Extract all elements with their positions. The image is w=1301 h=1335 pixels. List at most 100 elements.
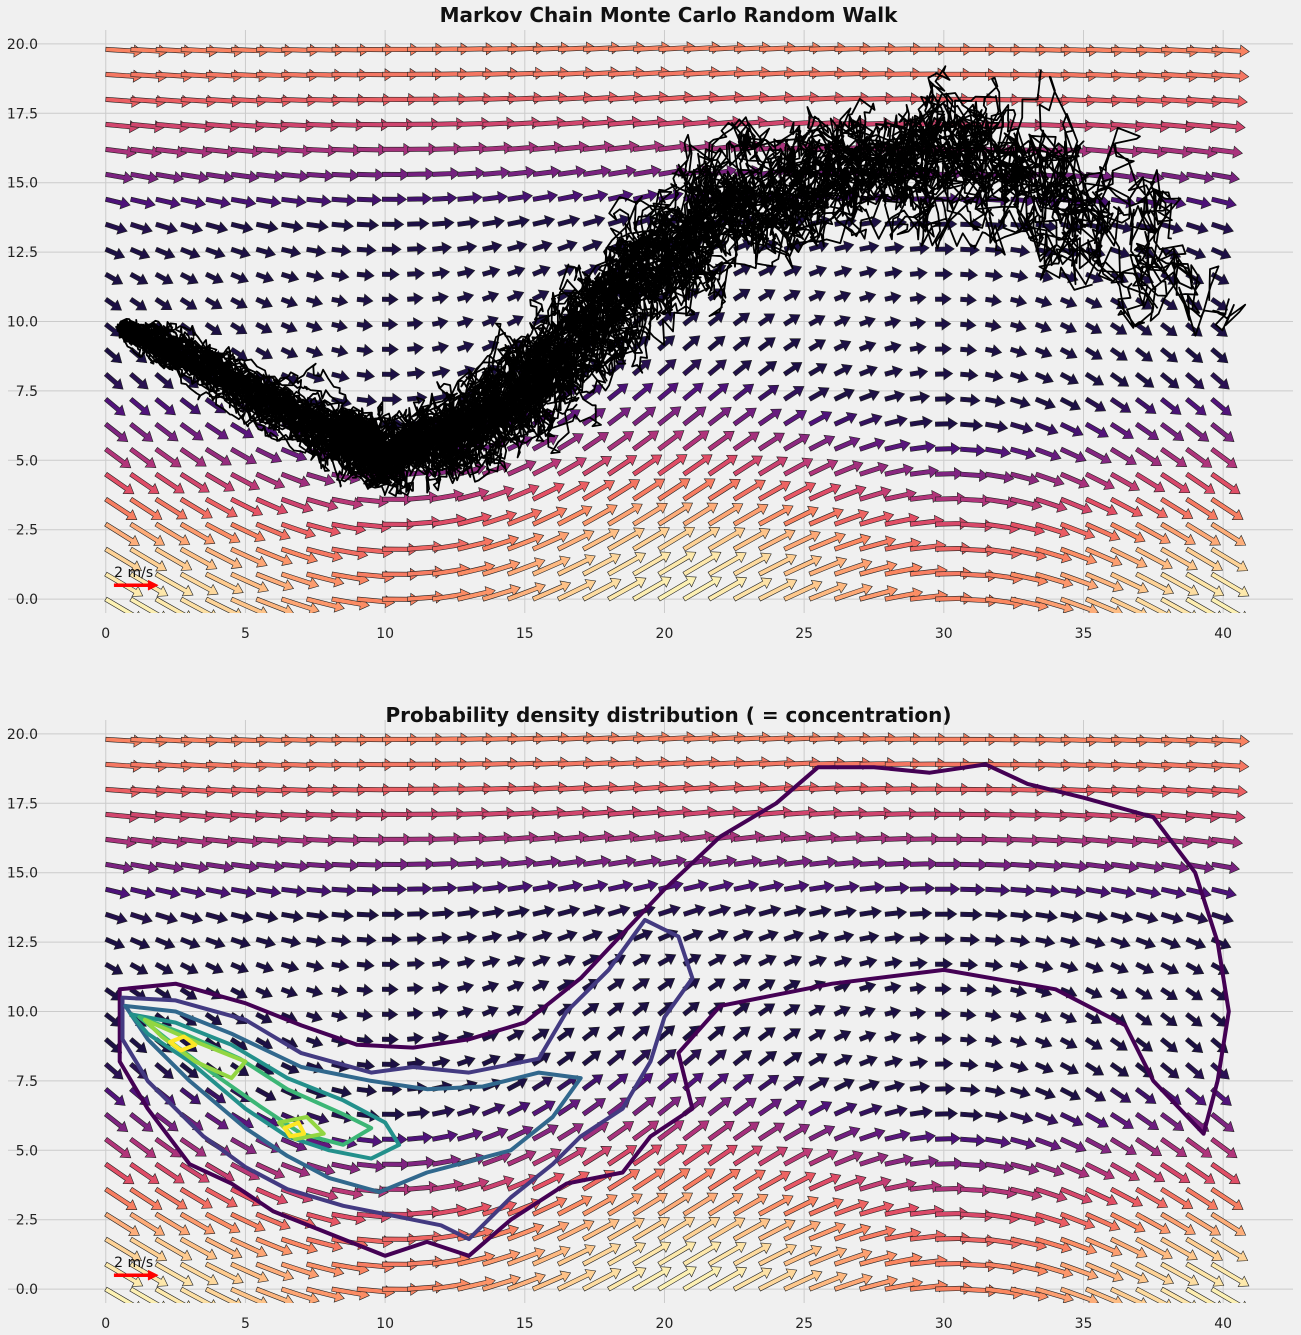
quiver-arrow xyxy=(407,142,439,156)
quiver-arrow xyxy=(180,221,204,235)
x-tick-label: 5 xyxy=(241,1316,250,1332)
quiver-arrow xyxy=(104,496,138,521)
quiver-arrow xyxy=(682,358,702,377)
quiver-arrow xyxy=(280,571,320,590)
quiver-arrow xyxy=(204,546,243,569)
quiver-arrow xyxy=(105,120,140,134)
quiver-arrow xyxy=(406,342,424,356)
quiver-arrow xyxy=(481,559,521,577)
quiver-arrow xyxy=(757,480,791,502)
quiver-arrow xyxy=(129,221,153,235)
quiver-arrow xyxy=(707,502,744,527)
quiver-arrow xyxy=(381,517,417,532)
quiver-arrow xyxy=(356,68,395,82)
quiver-arrow xyxy=(407,267,425,281)
quiver-arrow xyxy=(707,454,738,477)
quiver-arrow xyxy=(103,372,124,390)
quiver-arrow xyxy=(556,480,590,502)
quiver-arrow xyxy=(104,422,129,443)
quiver-arrow xyxy=(682,526,721,552)
quiver-arrow xyxy=(230,446,258,465)
quiver-arrow xyxy=(432,167,461,181)
quiver-arrow xyxy=(783,505,819,527)
quiver-arrow xyxy=(331,118,366,132)
y-tick-label: 2.5 xyxy=(16,1213,38,1229)
density-title: Probability density distribution ( = con… xyxy=(386,703,952,727)
quiver-arrow xyxy=(204,446,232,466)
quiver-arrow xyxy=(657,551,697,577)
x-tick-label: 0 xyxy=(101,1316,110,1332)
y-tick-label: 7.5 xyxy=(16,1074,38,1090)
quiver-arrow xyxy=(657,335,676,352)
quiver-arrow xyxy=(557,239,578,252)
quiver-arrow xyxy=(331,143,363,157)
quiver-arrow xyxy=(481,534,520,552)
quiver-arrow xyxy=(281,169,310,183)
quiver-arrow xyxy=(305,320,323,333)
quiver-arrow xyxy=(757,504,794,527)
quiver-arrow xyxy=(129,372,149,390)
quiver-arrow xyxy=(129,496,163,520)
quiver-arrow xyxy=(632,164,662,178)
quiver-arrow xyxy=(231,119,266,133)
quiver-arrow xyxy=(432,191,458,205)
quiver-arrow xyxy=(154,471,185,494)
y-tick-label: 17.5 xyxy=(7,796,38,812)
quiver-arrow xyxy=(179,446,207,467)
quiver-arrow xyxy=(657,502,694,527)
quiver-arrow xyxy=(230,195,257,209)
quiver-arrow xyxy=(657,358,677,377)
quiver-arrow xyxy=(255,271,275,284)
quiver-arrow xyxy=(204,471,235,492)
quiver-arrow xyxy=(255,220,279,234)
quiver-arrow xyxy=(456,487,490,502)
quiver-arrow xyxy=(381,167,411,182)
quiver-arrow xyxy=(306,143,338,158)
quiver-arrow xyxy=(532,214,556,228)
quiver-arrow xyxy=(632,454,663,477)
quiver-arrow xyxy=(281,119,316,133)
y-tick-label: 10.0 xyxy=(7,315,38,331)
quiver-arrow xyxy=(255,571,295,592)
quiver-arrow xyxy=(783,481,817,502)
quiver-arrow xyxy=(432,67,470,81)
quiver-arrow xyxy=(732,407,757,427)
quiver-arrow xyxy=(255,496,289,516)
quiver-arrow xyxy=(255,546,293,567)
quiver-arrow xyxy=(130,171,159,185)
quiver-arrow xyxy=(607,527,645,552)
quiver-arrow xyxy=(456,266,476,279)
quiver-arrow xyxy=(482,240,503,254)
quiver-arrow xyxy=(607,214,631,227)
y-tick-label: 2.5 xyxy=(16,523,38,539)
quiver-arrow xyxy=(481,315,499,328)
quiver-arrow xyxy=(331,218,354,232)
quiver-arrow xyxy=(154,521,191,546)
quiver-arrow xyxy=(356,394,378,408)
quiver-arrow xyxy=(129,297,148,311)
quiver-arrow xyxy=(229,421,254,439)
quiver-arrow xyxy=(103,347,123,364)
quiver-arrow xyxy=(154,422,179,442)
quiver-arrow xyxy=(506,483,540,502)
quiver-arrow xyxy=(230,170,260,184)
quiver-arrow xyxy=(306,219,329,233)
quiver-arrow xyxy=(230,271,249,284)
density-quiver-key-label: 2 m/s xyxy=(114,1255,153,1271)
quiver-arrow xyxy=(783,554,823,577)
quiver-arrow xyxy=(631,382,654,402)
quiver-arrow xyxy=(406,366,426,380)
y-tick-label: 15.0 xyxy=(7,176,38,192)
quiver-arrow xyxy=(531,530,570,552)
quiver-arrow xyxy=(581,432,609,452)
quiver-arrow xyxy=(758,264,777,277)
quiver-arrow xyxy=(707,430,735,452)
quiver-arrow xyxy=(180,145,213,159)
quiver-arrow xyxy=(757,528,796,552)
quiver-arrow xyxy=(104,221,128,235)
quiver-arrow xyxy=(255,245,276,259)
quiver-arrow xyxy=(556,579,597,602)
quiver-arrow xyxy=(556,433,584,452)
quiver-arrow xyxy=(507,240,528,253)
quiver-arrow xyxy=(305,546,344,563)
